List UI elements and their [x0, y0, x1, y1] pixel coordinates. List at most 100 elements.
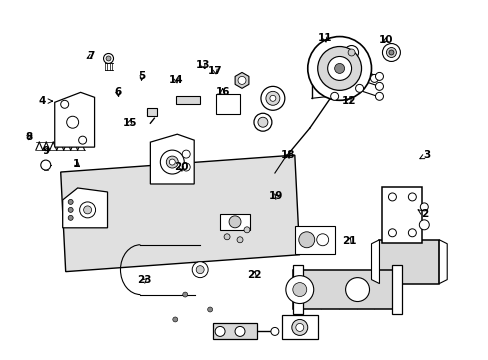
Polygon shape	[147, 108, 157, 116]
Circle shape	[291, 319, 307, 336]
Circle shape	[387, 193, 396, 201]
Circle shape	[388, 50, 393, 55]
Circle shape	[103, 54, 113, 63]
Circle shape	[235, 327, 244, 336]
Text: 7: 7	[87, 51, 95, 61]
Circle shape	[292, 283, 306, 297]
Circle shape	[345, 278, 369, 302]
Circle shape	[258, 117, 267, 127]
Polygon shape	[220, 214, 249, 230]
Text: 19: 19	[268, 191, 283, 201]
Polygon shape	[281, 315, 317, 339]
Polygon shape	[213, 323, 256, 339]
Text: 22: 22	[246, 270, 261, 280]
Circle shape	[238, 76, 245, 84]
Text: 10: 10	[378, 35, 392, 45]
Polygon shape	[438, 240, 447, 284]
Circle shape	[182, 150, 190, 158]
Polygon shape	[216, 94, 240, 114]
Circle shape	[330, 92, 338, 100]
Circle shape	[215, 327, 224, 336]
Circle shape	[61, 100, 68, 108]
Circle shape	[327, 57, 351, 80]
Circle shape	[66, 116, 79, 128]
Circle shape	[244, 227, 249, 233]
Circle shape	[192, 262, 208, 278]
Circle shape	[182, 163, 190, 171]
Circle shape	[207, 307, 212, 312]
Text: 9: 9	[42, 146, 49, 156]
Circle shape	[334, 63, 344, 73]
Circle shape	[387, 229, 396, 237]
Text: 1: 1	[73, 159, 80, 169]
Polygon shape	[382, 187, 422, 243]
Polygon shape	[235, 72, 248, 88]
Text: 8: 8	[25, 132, 33, 142]
Circle shape	[83, 206, 91, 214]
Text: 6: 6	[114, 87, 121, 97]
Circle shape	[307, 37, 371, 100]
Circle shape	[407, 193, 415, 201]
Circle shape	[270, 328, 278, 336]
Polygon shape	[371, 240, 379, 284]
Circle shape	[375, 72, 383, 80]
Text: 11: 11	[317, 33, 331, 43]
Text: 2: 2	[417, 209, 427, 219]
Text: 5: 5	[138, 71, 145, 81]
Circle shape	[375, 82, 383, 90]
Circle shape	[41, 160, 51, 170]
Polygon shape	[294, 226, 334, 254]
Circle shape	[355, 84, 363, 92]
Circle shape	[183, 292, 187, 297]
Text: 20: 20	[174, 162, 188, 172]
Text: 12: 12	[341, 96, 356, 106]
Circle shape	[344, 45, 358, 59]
Polygon shape	[150, 134, 194, 184]
Text: 17: 17	[207, 66, 222, 76]
Circle shape	[253, 113, 271, 131]
Circle shape	[295, 323, 303, 332]
Circle shape	[160, 150, 184, 174]
Circle shape	[68, 215, 73, 220]
Polygon shape	[61, 155, 299, 272]
Text: 3: 3	[419, 150, 430, 160]
Circle shape	[386, 48, 396, 58]
Circle shape	[68, 207, 73, 212]
Text: 21: 21	[341, 236, 356, 246]
Text: 15: 15	[122, 118, 137, 128]
Circle shape	[317, 46, 361, 90]
Circle shape	[347, 49, 354, 56]
Circle shape	[316, 234, 328, 246]
Circle shape	[224, 234, 229, 240]
Circle shape	[407, 229, 415, 237]
Text: 13: 13	[196, 60, 210, 70]
Circle shape	[419, 220, 428, 230]
Circle shape	[285, 276, 313, 303]
Polygon shape	[55, 92, 94, 147]
Text: 23: 23	[137, 275, 152, 285]
Circle shape	[237, 237, 243, 243]
Polygon shape	[392, 265, 402, 315]
Circle shape	[269, 95, 275, 101]
Circle shape	[80, 202, 95, 218]
Circle shape	[166, 156, 178, 168]
Text: 16: 16	[215, 87, 229, 97]
Polygon shape	[292, 265, 302, 315]
Circle shape	[298, 232, 314, 248]
Circle shape	[106, 56, 111, 61]
Circle shape	[382, 44, 400, 62]
Circle shape	[169, 159, 175, 165]
Circle shape	[261, 86, 285, 110]
Polygon shape	[379, 240, 438, 284]
Circle shape	[228, 216, 241, 228]
Circle shape	[265, 91, 279, 105]
Polygon shape	[292, 270, 402, 310]
Circle shape	[172, 317, 178, 322]
Circle shape	[79, 136, 86, 144]
Polygon shape	[62, 188, 107, 228]
Circle shape	[196, 266, 203, 274]
Text: 14: 14	[169, 75, 183, 85]
Circle shape	[370, 75, 378, 82]
Text: 18: 18	[281, 150, 295, 160]
Circle shape	[375, 92, 383, 100]
